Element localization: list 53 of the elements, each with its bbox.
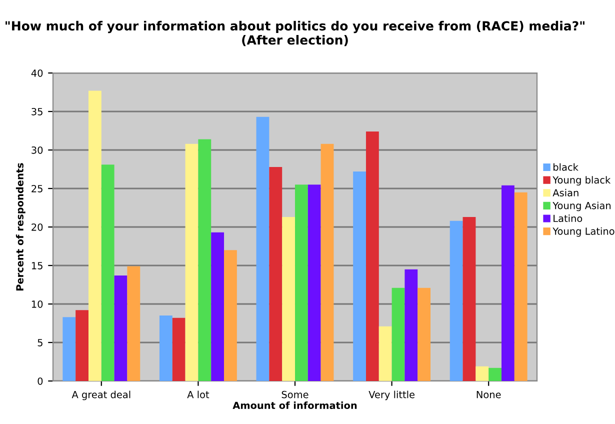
y-tick-label: 10: [32, 300, 43, 308]
x-tick-label: A lot: [187, 390, 210, 398]
bar: [366, 132, 379, 381]
y-tick-label: 40: [31, 69, 43, 77]
bar: [269, 166, 282, 381]
x-axis-title: Amount of information: [232, 402, 357, 410]
bar: [308, 184, 321, 381]
bar: [256, 116, 270, 381]
legend-label: Young Asian: [552, 202, 611, 212]
legend-label: black: [554, 163, 578, 171]
legend-label: Latino: [554, 214, 582, 222]
bar: [488, 368, 502, 381]
bar: [88, 90, 102, 381]
bar: [476, 366, 489, 381]
bar: [185, 144, 198, 381]
bar: [211, 232, 224, 381]
bar: [224, 250, 237, 381]
bar: [101, 164, 114, 381]
bar: [450, 220, 463, 381]
y-tick-label: 25: [32, 184, 42, 192]
bar: [320, 144, 334, 381]
y-tick-label: 15: [32, 262, 42, 270]
bar: [514, 192, 528, 381]
bar: [172, 318, 186, 381]
x-tick-label: Very little: [368, 390, 414, 400]
bar: [76, 310, 88, 381]
x-tick-label: None: [476, 391, 501, 398]
y-tick-label: 30: [32, 146, 43, 154]
x-tick-label: Some: [282, 390, 308, 398]
y-tick-label: 20: [32, 223, 43, 231]
y-tick-label: 35: [32, 108, 42, 116]
bar: [404, 269, 418, 381]
chart-title: "How much of your information about politics do you receive from (RACE) media?" (After election): [6, 20, 584, 46]
bar: [127, 266, 140, 381]
y-tick-label: 0: [38, 377, 43, 385]
bar: [502, 185, 514, 381]
bar: [378, 326, 392, 381]
legend-label: Young Latino: [552, 227, 614, 237]
bar: [198, 139, 212, 381]
bar: [392, 288, 405, 381]
y-axis-title: Percent of respondents: [16, 163, 26, 290]
x-tick-label: A great deal: [72, 390, 130, 400]
y-tick-label: 5: [38, 339, 42, 346]
bar: [462, 216, 476, 381]
bar: [295, 184, 308, 381]
bar: [159, 316, 172, 381]
bar: [62, 317, 76, 381]
bar: [282, 216, 295, 381]
bar: [353, 172, 366, 381]
legend-label: Young black: [552, 176, 611, 186]
bar: [114, 276, 128, 381]
legend-label: Asian: [552, 188, 578, 196]
bar: [418, 288, 431, 381]
